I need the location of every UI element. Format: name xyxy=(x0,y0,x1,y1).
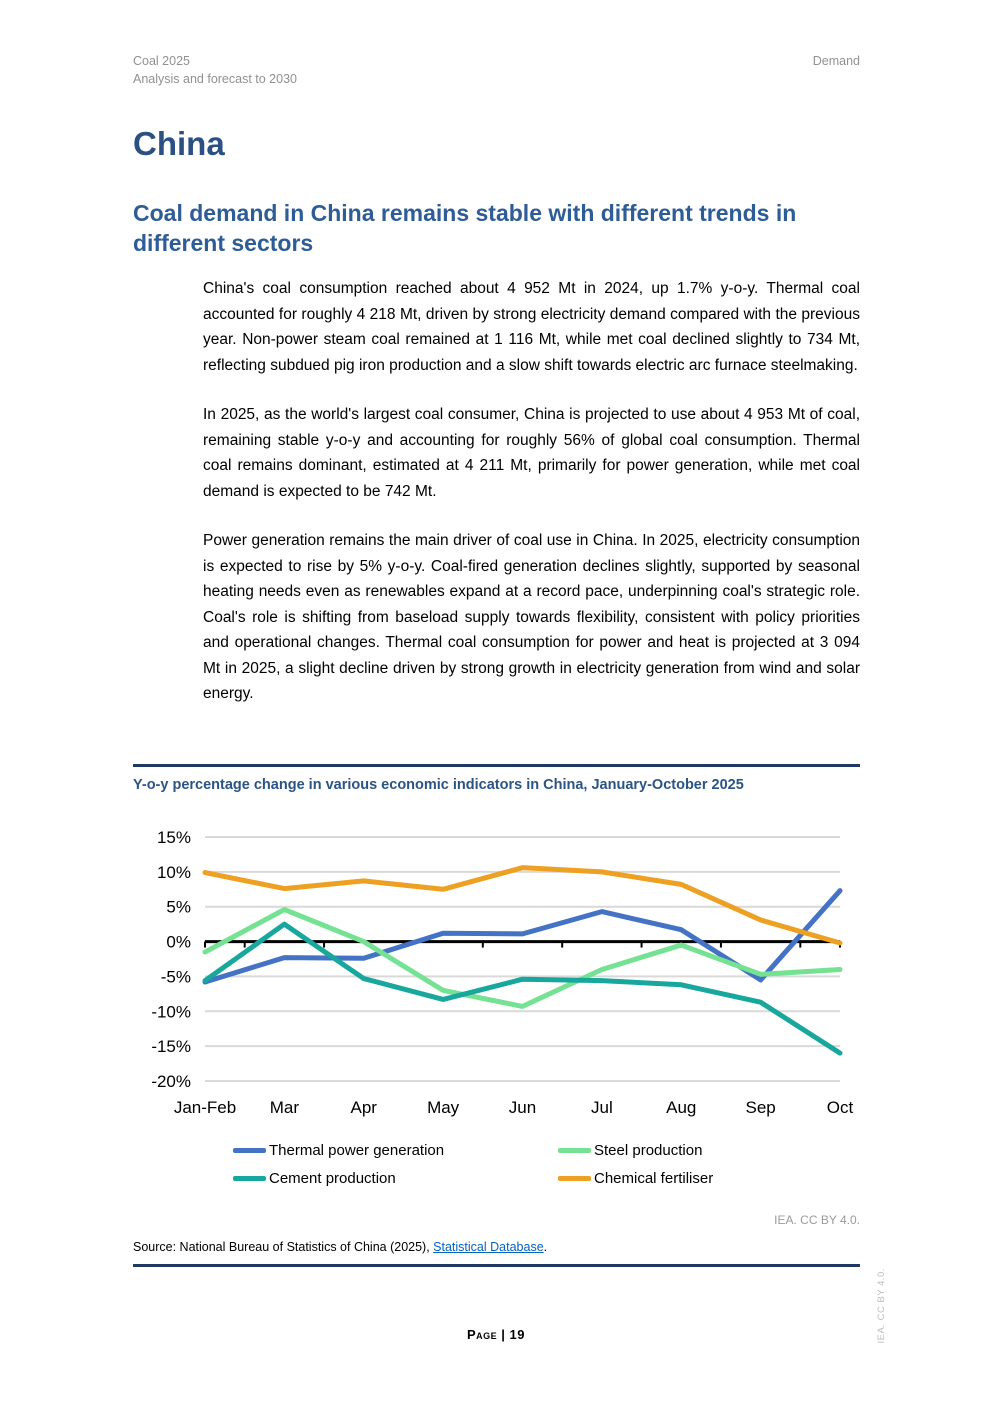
figure-source: Source: National Bureau of Statistics of… xyxy=(133,1240,860,1254)
legend-item: Thermal power generation xyxy=(233,1142,558,1159)
svg-text:May: May xyxy=(427,1098,460,1117)
source-text: Source: National Bureau of Statistics of… xyxy=(133,1240,434,1254)
x-axis-tick-labels: Jan-Feb Mar Apr May Jun Jul Aug Sep Oct xyxy=(174,1098,854,1117)
svg-text:Jan-Feb: Jan-Feb xyxy=(174,1098,236,1117)
page-number: Page | 19 xyxy=(467,1327,525,1342)
legend-item: Steel production xyxy=(558,1142,860,1159)
svg-text:-15%: -15% xyxy=(151,1037,191,1056)
svg-text:Oct: Oct xyxy=(827,1098,854,1117)
legend-item: Chemical fertiliser xyxy=(558,1170,860,1187)
line-chart: 15% 10% 5% 0% -5% -10% -15% -20% Jan-Feb Mar Apr Ma… xyxy=(151,828,854,1117)
page-title: China xyxy=(133,125,225,162)
body-paragraph-2: In 2025, as the world's largest coal con… xyxy=(203,406,860,500)
figure-attribution: IEA. CC BY 4.0. xyxy=(774,1213,860,1227)
svg-text:Apr: Apr xyxy=(351,1098,378,1117)
svg-text:-10%: -10% xyxy=(151,1002,191,1021)
source-database-link[interactable]: Statistical Database xyxy=(433,1240,544,1254)
legend-label: Steel production xyxy=(594,1142,703,1159)
svg-text:10%: 10% xyxy=(157,863,191,882)
figure-bottom-rule xyxy=(133,1264,860,1267)
zero-axis xyxy=(204,940,841,948)
series-line xyxy=(202,921,843,1056)
chart-legend: Thermal power generation Steel production… xyxy=(233,1142,860,1187)
svg-text:0%: 0% xyxy=(166,933,191,952)
running-header-right: Demand xyxy=(812,54,860,68)
legend-item: Cement production xyxy=(233,1170,558,1187)
svg-text:Sep: Sep xyxy=(746,1098,776,1117)
series-line xyxy=(202,907,843,1009)
svg-text:-5%: -5% xyxy=(161,967,191,986)
figure-top-rule xyxy=(133,764,860,767)
svg-text:Aug: Aug xyxy=(666,1098,696,1117)
body-paragraph-1: China's coal consumption reached about 4… xyxy=(203,280,860,374)
svg-text:Mar: Mar xyxy=(270,1098,300,1117)
svg-text:Jun: Jun xyxy=(509,1098,536,1117)
y-axis-tick-labels: 15% 10% 5% 0% -5% -10% -15% -20% xyxy=(151,828,191,1091)
svg-text:-20%: -20% xyxy=(151,1072,191,1091)
svg-text:Jul: Jul xyxy=(591,1098,613,1117)
figure-title: Y-o-y percentage change in various econo… xyxy=(133,777,744,793)
legend-label: Cement production xyxy=(269,1170,396,1187)
body-paragraph-3: Power generation remains the main driver… xyxy=(203,532,860,702)
body-text: China's coal consumption reached about 4… xyxy=(203,276,860,731)
legend-swatch xyxy=(558,1148,591,1153)
section-heading: Coal demand in China remains stable with… xyxy=(133,200,797,256)
running-header-left: Coal 2025 Analysis and forecast to 2030 xyxy=(133,52,297,88)
legend-swatch xyxy=(233,1176,266,1181)
report-title: Coal 2025 xyxy=(133,54,190,68)
series-line xyxy=(202,865,843,946)
report-subtitle: Analysis and forecast to 2030 xyxy=(133,72,297,86)
legend-swatch xyxy=(233,1148,266,1153)
svg-text:15%: 15% xyxy=(157,828,191,847)
gridlines xyxy=(205,836,840,1082)
legend-label: Chemical fertiliser xyxy=(594,1170,714,1187)
series-lines xyxy=(202,865,843,1056)
legend-swatch xyxy=(558,1176,591,1181)
svg-text:5%: 5% xyxy=(166,898,191,917)
source-suffix: . xyxy=(543,1240,548,1254)
legend-label: Thermal power generation xyxy=(269,1142,445,1159)
